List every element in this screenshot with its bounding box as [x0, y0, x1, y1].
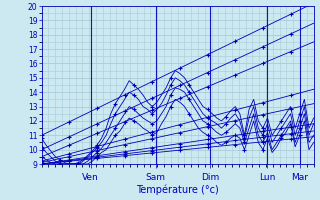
X-axis label: Température (°c): Température (°c): [136, 185, 219, 195]
